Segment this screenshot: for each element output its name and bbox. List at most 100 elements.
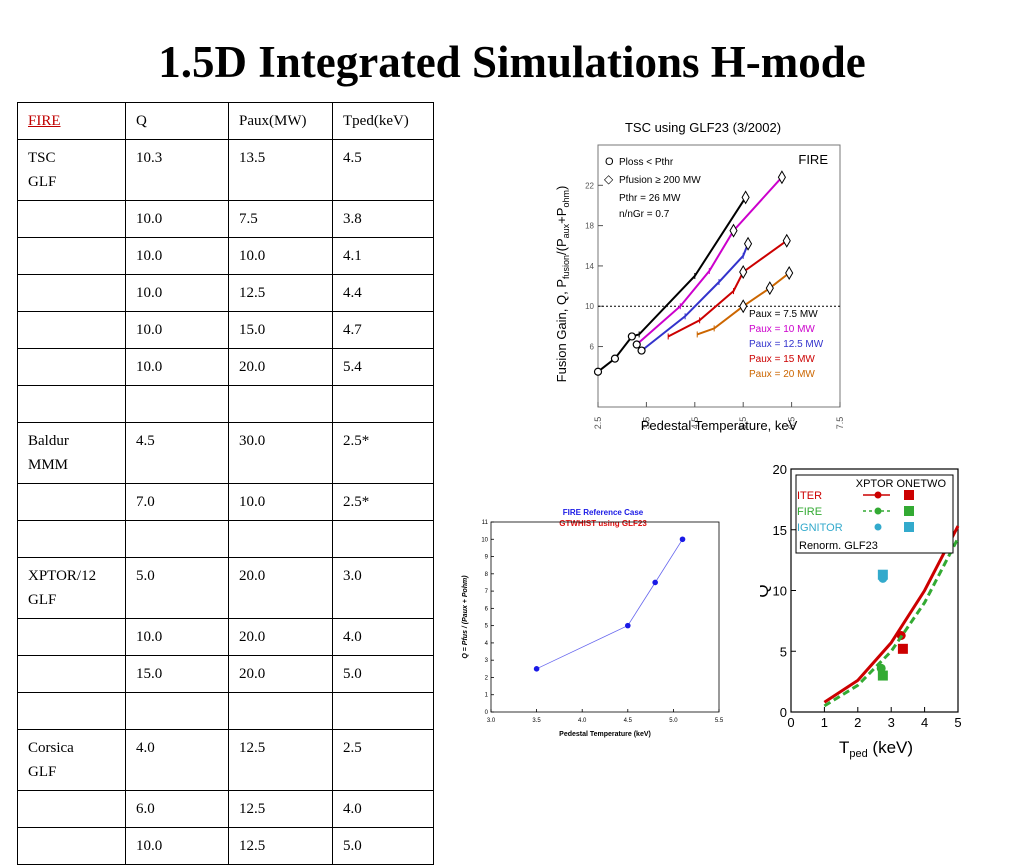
gtwhist-y-tick-label: 0 [485,710,489,716]
tsc-y-tick-label: 10 [585,302,594,311]
paux-cell [228,520,333,558]
tsc-series-line [640,243,749,352]
gtwhist-y-tick-label: 9 [485,555,489,561]
xptor-legend-marker [874,491,882,499]
tsc-circle-marker [637,346,646,355]
xptor-y-tick-label: 20 [773,462,787,477]
model-cell [17,520,126,558]
paux-cell: 12.5 [228,729,333,791]
model-cell-line: TSC [28,150,56,166]
tsc-circle-marker [593,367,603,376]
paux-cell: 12.5 [228,274,333,312]
model-cell: XPTOR/12 GLF [17,557,126,619]
onetwo-legend-marker [904,490,914,500]
xptor-legend-entry: FIRE [797,506,822,518]
model-cell [17,237,126,275]
model-cell [17,483,126,521]
paux-cell: 15.0 [228,311,333,349]
xptor-y-tick-label: 15 [773,523,787,538]
paux-cell: 10.0 [228,237,333,275]
tsc-x-tick-label: 2.5 [593,417,603,430]
tsc-y-label: Fusion Gain, Q, Pfusion/(Paux+Pohm) [554,186,571,383]
q-cell: 10.0 [125,827,229,865]
gtwhist-x-tick-label: 4.0 [578,718,587,724]
gtwhist-x-tick-label: 3.5 [532,718,541,724]
slide-title: 1.5D Integrated Simulations H-mode [158,37,866,87]
q-cell [125,520,229,558]
q-cell [125,692,229,730]
paux-cell: 12.5 [228,790,333,828]
tsc-circle-marker [627,332,636,341]
gtwhist-x-tick-label: 5.0 [669,718,678,724]
paux-cell [228,692,333,730]
table-row: 10.0 12.5 4.4 [17,274,434,312]
tped-cell: 2.5* [332,422,434,484]
q-cell [125,385,229,423]
table-row: 10.0 15.0 4.7 [17,311,434,349]
tsc-x-tick-label: 7.5 [835,417,845,430]
q-cell: 6.0 [125,790,229,828]
q-cell: 15.0 [125,655,229,693]
model-cell [17,655,126,693]
tsc-annotation-2: Pfusion ≥ 200 MW [619,175,701,186]
xptor-y-tick-label: 0 [780,705,787,720]
tsc-diamond-symbol: ◇ [604,172,614,186]
tsc-x-tick-label: 3.5 [641,417,651,430]
tsc-plot-frame [597,144,841,408]
gtwhist-title: FIRE Reference Case [563,508,644,517]
tped-cell: 2.5 [332,729,434,791]
q-cell: 10.0 [125,311,229,349]
paux-cell: 30.0 [228,422,333,484]
model-cell-line: Baldur [28,433,69,449]
gtwhist-x-tick-label: 5.5 [715,718,724,724]
model-cell [17,692,126,730]
gtwhist-y-tick-label: 10 [481,537,488,543]
tsc-diamond-marker [739,299,748,314]
model-cell [17,385,126,423]
q-cell: 10.0 [125,348,229,386]
gtwhist-y-label: Q = Pfus / (Paux + Pohm) [462,575,469,659]
xptor-chart: 0 1 2 3 4 5 0 5 10 15 20 XPTOR ONETWO ITER FIRE IGNIT… [760,462,962,760]
tped-cell: 4.0 [332,790,434,828]
gtwhist-subtitle: GTWHIST using GLF23 [559,519,647,528]
q-cell: 4.0 [125,729,229,791]
xptor-marker [876,663,886,673]
gtwhist-data-point [625,622,631,629]
tsc-y-tick-label: 6 [590,343,595,352]
tsc-diamond-marker [777,170,786,185]
tsc-legend-entry: Paux = 7.5 MW [749,309,818,320]
gtwhist-data-point [652,579,658,586]
model-cell-line: Corsica [28,740,74,756]
tsc-circle-symbol: O [605,156,614,168]
tsc-annotation-3: Pthr = 26 MW [619,193,681,204]
tsc-chart-title: TSC using GLF23 (3/2002) [625,120,781,135]
results-table: FIRE Q Paux(MW) Tped(keV) TSC GLF 10.3 13.5… [17,102,434,865]
gtwhist-x-tick-label: 4.5 [624,718,633,724]
q-cell: 10.0 [125,200,229,238]
table-row: 10.0 7.5 3.8 [17,200,434,238]
q-cell: 10.0 [125,237,229,275]
tsc-annotations: O Ploss < Pthr ◇ Pfusion ≥ 200 MW Pthr =… [604,156,701,220]
xptor-x-tick-label: 4 [921,715,928,730]
paux-cell: 12.5 [228,827,333,865]
tsc-legend-entry: Paux = 12.5 MW [749,339,824,350]
table-row: 7.0 10.0 2.5* [17,483,434,521]
xptor-x-tick-label: 5 [954,715,961,730]
gtwhist-plot-frame [490,521,720,713]
header-fire[interactable]: FIRE [17,102,126,140]
model-cell: Baldur MMM [17,422,126,484]
table-row [17,520,434,558]
header-paux: Paux(MW) [228,102,333,140]
onetwo-marker [877,670,888,681]
tsc-diamond-marker [741,190,750,205]
xptor-x-tick-label: 3 [888,715,895,730]
header-q: Q [125,102,229,140]
model-cell [17,311,126,349]
xptor-x-tick-label: 1 [821,715,828,730]
table-header-row: FIRE Q Paux(MW) Tped(keV) [17,102,434,140]
table-row: 10.0 10.0 4.1 [17,237,434,275]
tsc-circle-marker [632,340,641,349]
table-row: 10.0 20.0 4.0 [17,618,434,656]
xptor-y-tick-label: 5 [780,644,787,659]
model-cell [17,200,126,238]
